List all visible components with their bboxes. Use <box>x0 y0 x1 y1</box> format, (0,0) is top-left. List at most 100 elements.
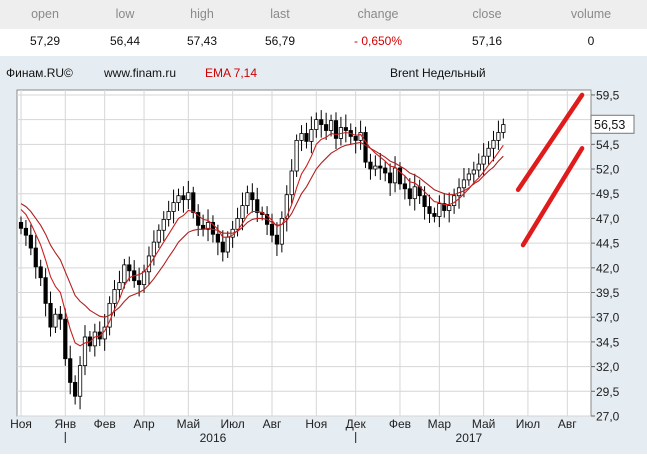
candle-body <box>368 161 373 170</box>
candle-body <box>466 173 471 181</box>
ema-lines <box>20 131 504 347</box>
candle-body <box>363 132 368 163</box>
candle-body <box>191 192 196 213</box>
candle-body <box>274 234 280 245</box>
header-low: low <box>115 7 135 21</box>
candle-body <box>353 136 358 141</box>
candle-body <box>122 264 127 284</box>
candle-body <box>328 120 334 131</box>
candle-body <box>151 241 156 257</box>
candle-body <box>33 247 38 268</box>
y-tick-label: 49,5 <box>596 187 620 201</box>
candle-body <box>437 203 442 217</box>
candle-body <box>225 236 230 253</box>
candle-body <box>471 169 476 175</box>
candle-body <box>48 302 53 328</box>
candle-body <box>432 213 437 217</box>
x-year-label: 2017 <box>456 431 483 445</box>
value-high: 57,43 <box>186 34 218 48</box>
candle-body <box>388 172 393 184</box>
x-tick-label: Фев <box>389 417 411 431</box>
value-change: - 0,650% <box>353 34 403 48</box>
candle-body <box>486 147 491 157</box>
candle-body <box>407 188 412 200</box>
x-tick-label: Май <box>472 417 496 431</box>
candle-body <box>181 195 186 201</box>
candle-body <box>491 139 496 149</box>
candle-body <box>501 124 506 133</box>
chart-indicator: EMA 7,14 <box>205 66 257 80</box>
candle-body <box>117 282 122 290</box>
x-tick-label: Дек <box>346 417 367 431</box>
ema-slow-line <box>20 141 504 318</box>
candle-body <box>186 192 191 201</box>
candle-body <box>447 205 452 211</box>
header-close: close <box>472 7 502 21</box>
candle-body <box>402 183 407 190</box>
candle-body <box>161 219 166 231</box>
candle-body <box>294 139 299 172</box>
candle-body <box>210 221 216 235</box>
header-last: last <box>270 7 290 21</box>
candle-body <box>23 227 29 236</box>
candle-body <box>373 165 378 170</box>
candle-body <box>245 192 250 206</box>
x-tick-label: Авг <box>263 417 282 431</box>
candle-body <box>309 129 314 142</box>
y-tick-label: 54,5 <box>596 138 620 152</box>
candle-body <box>68 358 73 383</box>
candle-body <box>141 271 147 286</box>
y-tick-label: 52,0 <box>596 163 620 177</box>
candle-body <box>319 119 324 125</box>
candle-body <box>289 170 294 196</box>
candle-body <box>166 211 171 220</box>
candle-body <box>43 277 48 304</box>
candle-body <box>255 199 260 213</box>
candle-body <box>196 212 201 226</box>
candle-body <box>412 186 417 200</box>
value-low: 56,44 <box>109 34 141 48</box>
value-open: 57,29 <box>29 34 61 48</box>
y-tick-label: 42,0 <box>596 261 620 275</box>
x-tick-label: Ноя <box>305 417 327 431</box>
y-tick-label: 29,5 <box>596 385 620 399</box>
x-tick-label: Июл <box>516 417 540 431</box>
quote-values-row: 57,29 56,44 57,43 56,79 - 0,650% 57,16 0 <box>0 29 647 54</box>
ema-fast-line <box>20 131 504 347</box>
y-tick-label: 59,5 <box>596 88 620 102</box>
candle-body <box>250 192 255 201</box>
candle-body <box>73 382 78 397</box>
x-tick-label: Июл <box>220 417 244 431</box>
quote-header-row: open low high last change close volume <box>0 0 647 29</box>
value-volume: 0 <box>587 34 595 48</box>
header-high: high <box>190 7 214 21</box>
candle-body <box>461 179 467 189</box>
candle-body <box>53 313 58 328</box>
y-tick-label: 37,0 <box>596 311 620 325</box>
candle-body <box>235 218 240 230</box>
candle-body <box>343 127 348 131</box>
candle-body <box>333 120 339 139</box>
chart-source: Финам.RU© <box>6 66 73 80</box>
x-year-label: 2016 <box>200 431 227 445</box>
y-tick-label: 39,5 <box>596 286 620 300</box>
x-tick-label: Май <box>177 417 201 431</box>
candle-body <box>378 165 383 169</box>
x-tick-label: Апр <box>133 417 155 431</box>
candle-body <box>58 313 63 320</box>
candle-body <box>299 133 304 141</box>
x-tick-label: Мар <box>428 417 452 431</box>
candle-body <box>496 132 501 141</box>
y-tick-label: 44,5 <box>596 237 620 251</box>
candle-body <box>171 202 176 212</box>
candle-body <box>383 167 388 174</box>
candle-body <box>392 167 398 184</box>
candle-body <box>240 205 245 219</box>
quote-table: open low high last change close volume 5… <box>0 0 647 54</box>
x-axis: Ноя Янв Фев Апр Май Июл Авг Ноя Дек Фев Мар Май Июл А… <box>10 417 577 445</box>
candle-body <box>156 229 161 243</box>
y-tick-label: 47,0 <box>596 212 620 226</box>
x-tick-label: Янв <box>54 417 76 431</box>
candle-body <box>63 318 68 360</box>
brent-chart: Финам.RU© www.finam.ru EMA 7,14 Brent Не… <box>6 66 635 445</box>
